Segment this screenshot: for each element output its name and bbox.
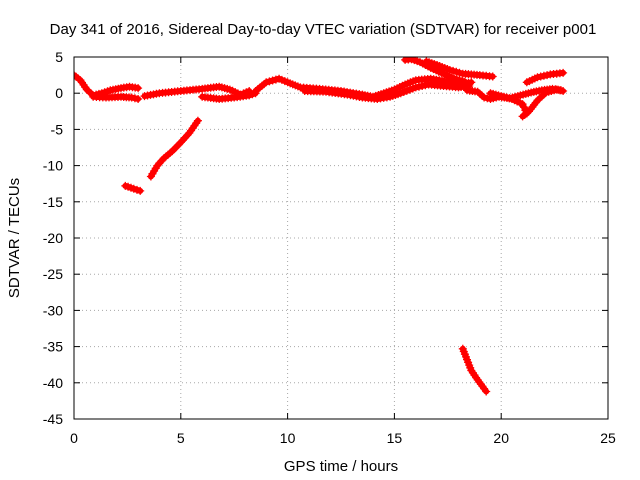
series-markers [146,116,202,181]
series-track-b [89,92,143,103]
y-tick-label: -20 [43,230,63,246]
series-markers [401,57,469,86]
series-group [74,57,568,396]
x-tick-label: 25 [600,430,616,446]
y-tick-label: -5 [51,121,64,137]
series-track-h [422,57,497,81]
y-tick-label: -15 [43,194,63,210]
x-axis-label: GPS time / hours [284,458,398,475]
y-tick-label: -35 [43,339,63,355]
series-track-n [458,344,491,396]
x-tick-label: 15 [387,430,403,446]
series-track-k [522,68,568,87]
series-track-f [300,80,474,103]
series-track-a [74,71,143,100]
series-markers [486,85,568,121]
series-track-m [146,116,202,181]
y-tick-label: -30 [43,302,63,318]
y-axis-label: SDTVAR / TECUs [6,178,23,298]
x-tick-label: 10 [280,430,296,446]
series-markers [458,344,491,396]
series-markers [74,71,143,100]
series-markers [121,181,145,195]
series-track-l [121,181,145,195]
series-markers [422,57,497,81]
x-tick-label: 20 [493,430,509,446]
series-markers [198,89,260,103]
axis-ticks: 0 5 10 15 20 25 5 0 -5 -10 -15 -20 -25 -30 -35 -40 -45 [43,49,616,446]
series-markers [300,80,474,103]
x-tick-label: 5 [177,430,185,446]
series-track-g [401,57,469,86]
y-tick-label: -40 [43,375,63,391]
series-markers [89,92,143,103]
series-markers [522,68,568,87]
chart-title: Day 341 of 2016, Sidereal Day-to-day VTE… [50,21,597,38]
y-tick-label: -10 [43,158,63,174]
data-series [74,57,568,396]
series-track-d [198,89,260,103]
y-tick-label: -25 [43,266,63,282]
x-tick-label: 0 [70,430,78,446]
y-tick-label: 0 [55,85,63,101]
series-track-j [486,85,568,121]
y-tick-label: -45 [43,411,63,427]
y-tick-label: 5 [55,49,63,65]
